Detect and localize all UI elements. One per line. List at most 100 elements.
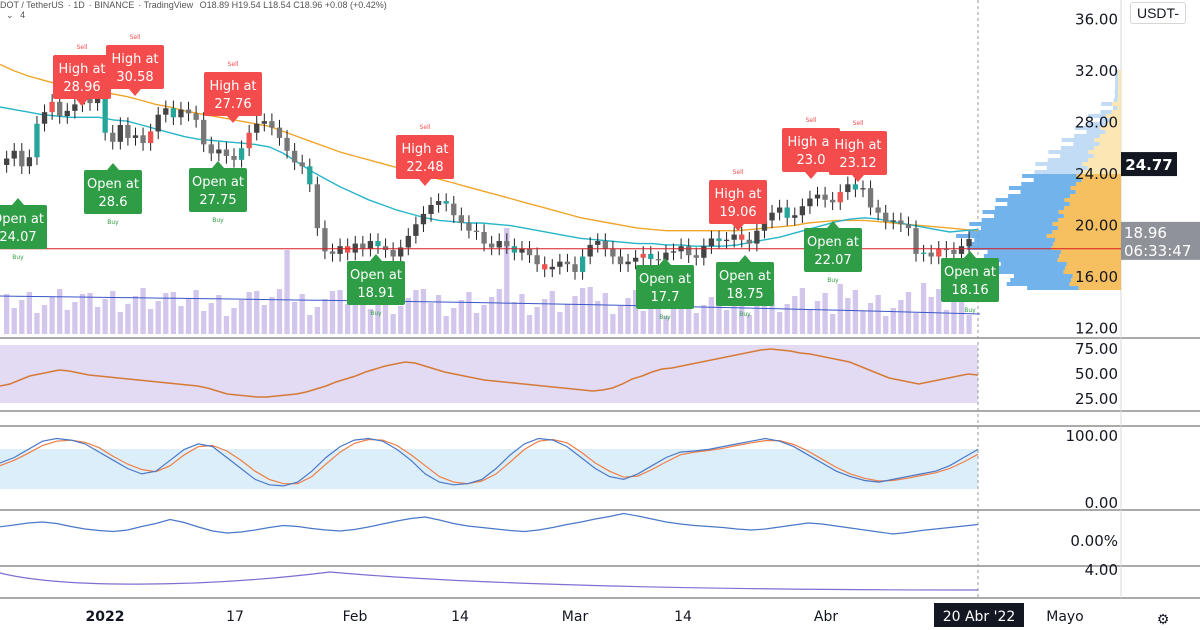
interval-label[interactable]: 1D: [73, 0, 85, 10]
buy-signal-value: 27.75: [199, 193, 236, 208]
buy-pointer: [12, 198, 24, 205]
volume-bar: [382, 293, 389, 334]
buy-tag: Buy: [964, 307, 976, 314]
sell-signal-label: High at: [401, 142, 448, 157]
candle-body: [632, 257, 639, 262]
candle-body: [261, 121, 267, 124]
volume-bar: [776, 312, 783, 334]
candle-body: [807, 198, 813, 207]
candle-body: [216, 149, 222, 154]
volume-bar: [322, 299, 328, 334]
volume-bar: [519, 294, 525, 334]
profile-bar-down: [1057, 258, 1121, 262]
buy-signal-box: [804, 228, 862, 272]
rsi-tick-label: 75.00: [1075, 340, 1118, 358]
volume-bar: [792, 296, 798, 334]
profile-bar-down: [1070, 194, 1121, 198]
candle-body: [602, 241, 608, 249]
price-tick-label: 12.00: [1075, 320, 1118, 338]
volume-bar: [951, 302, 957, 334]
volume-bar: [307, 315, 313, 334]
candle-body: [49, 101, 55, 113]
volume-bar: [511, 302, 518, 334]
time-tick-label: Abr: [814, 609, 838, 625]
candle-body: [345, 246, 351, 253]
volume-bar: [443, 316, 449, 334]
chevron-down-icon[interactable]: ⌄: [6, 10, 14, 20]
profile-bar-up: [1000, 262, 1067, 266]
sell-signal-label: High at: [58, 62, 105, 77]
volume-bar: [579, 288, 586, 334]
volume-bar: [314, 307, 321, 334]
sell-signal-value: 19.06: [719, 205, 756, 220]
volume-bar: [140, 288, 146, 334]
buy-signal-label: Open at: [192, 175, 244, 190]
volume-bar: [875, 295, 881, 334]
time-tick-label: 2022: [86, 609, 125, 625]
volume-bar: [640, 311, 646, 334]
volume-bar: [481, 305, 487, 334]
gear-icon[interactable]: ⚙: [1157, 612, 1170, 628]
profile-bar-down: [1082, 170, 1121, 174]
last-price-label: 18.96: [1124, 224, 1167, 242]
sell-pointer: [76, 99, 88, 106]
candle-body: [708, 238, 715, 247]
profile-bar-down: [1054, 238, 1121, 242]
profile-bar-up: [969, 222, 1053, 226]
volume-bar: [201, 311, 207, 334]
profile-bar-down: [1076, 174, 1121, 178]
profile-bar-up: [1099, 118, 1112, 122]
candle-body: [276, 127, 283, 138]
candle-body: [572, 264, 578, 272]
volume-ma-line: [0, 295, 981, 315]
candle-body: [814, 194, 821, 199]
profile-bar-down: [1094, 138, 1121, 142]
currency-button[interactable]: USDT-: [1129, 2, 1186, 24]
profile-bar-up: [1113, 98, 1118, 102]
volume-bar: [739, 294, 745, 334]
candle-body: [663, 252, 669, 261]
volume-bar: [564, 304, 571, 334]
price-tick-label: 16.00: [1075, 268, 1118, 286]
sell-tag: Sell: [806, 117, 817, 124]
volume-bar: [155, 301, 161, 334]
profile-bar-down: [1070, 186, 1121, 190]
volume-bar: [185, 298, 192, 334]
candle-body: [57, 101, 63, 116]
profile-bar-up: [1115, 74, 1119, 78]
candle-body: [322, 228, 328, 252]
profile-bar-up: [987, 250, 1061, 254]
volume-bar: [701, 305, 707, 334]
profile-bar-down: [1058, 210, 1121, 214]
pct-tick-label: 4.00: [1085, 561, 1118, 579]
candle-body: [610, 248, 616, 257]
profile-bar-up: [1008, 194, 1071, 198]
profile-bar-up: [1115, 78, 1119, 82]
chart-header: DOT / TetherUS · 1D · BINANCE · TradingView…: [0, 0, 387, 20]
buy-signal-box: [84, 170, 142, 214]
profile-bar-down: [1118, 94, 1121, 98]
profile-bar-down: [1093, 154, 1121, 158]
candle-body: [117, 125, 123, 142]
candle-body: [875, 207, 881, 213]
rsi-tick-label: 50.00: [1075, 365, 1118, 383]
profile-bar-down: [1076, 182, 1121, 186]
candle-body: [41, 112, 48, 124]
profile-bar-up: [1010, 278, 1072, 282]
volume-bar: [845, 298, 851, 334]
candle-body: [943, 248, 949, 251]
profile-bar-up: [1022, 174, 1077, 178]
sell-tag: Sell: [77, 44, 88, 51]
profile-bar-up: [1087, 122, 1106, 126]
rsi-tick-label: 25.00: [1075, 390, 1118, 408]
volume-bar: [678, 300, 684, 334]
profile-poc-badge: [1121, 152, 1177, 177]
profile-bar-down: [1105, 122, 1121, 126]
sell-pointer: [129, 89, 141, 96]
price-tick-label: 36.00: [1075, 10, 1118, 28]
volume-bar: [117, 312, 123, 334]
symbol-label[interactable]: DOT / TetherUS: [0, 0, 64, 10]
candle-body: [19, 150, 25, 167]
candle-body: [291, 150, 298, 163]
